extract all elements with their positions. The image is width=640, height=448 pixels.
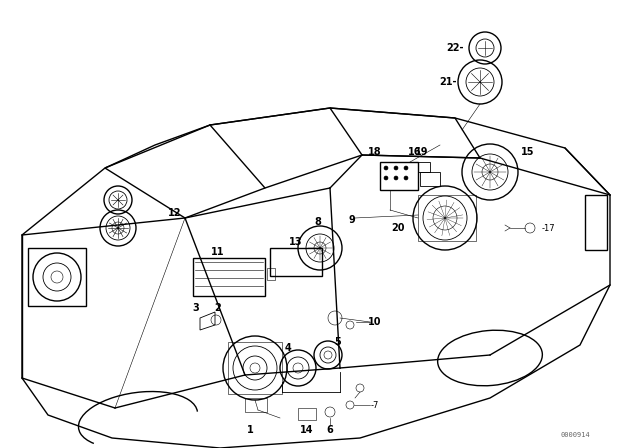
Circle shape	[384, 166, 388, 170]
Text: 20: 20	[391, 223, 404, 233]
Text: 0000914: 0000914	[560, 432, 590, 438]
Text: 3: 3	[193, 303, 200, 313]
Text: 1: 1	[246, 425, 253, 435]
Text: 15: 15	[521, 147, 535, 157]
Text: 2: 2	[214, 303, 221, 313]
Circle shape	[404, 166, 408, 170]
Bar	[380, 162, 418, 190]
Text: 6: 6	[326, 425, 333, 435]
Text: 21-: 21-	[439, 77, 457, 87]
Text: 8: 8	[315, 217, 321, 227]
Text: 18: 18	[368, 147, 382, 157]
Text: 11: 11	[211, 247, 225, 257]
Text: 4: 4	[285, 343, 291, 353]
Bar	[245, 398, 267, 412]
Bar	[193, 258, 265, 296]
Bar	[28, 248, 86, 306]
Bar	[418, 195, 476, 241]
Bar	[228, 342, 282, 394]
Text: 9: 9	[349, 215, 355, 225]
Text: 16: 16	[408, 147, 422, 157]
Bar	[420, 172, 440, 186]
Circle shape	[384, 176, 388, 180]
Circle shape	[404, 176, 408, 180]
Text: 19: 19	[415, 147, 429, 157]
Text: 13: 13	[289, 237, 303, 247]
Text: 22-: 22-	[446, 43, 464, 53]
Circle shape	[394, 166, 398, 170]
Bar	[418, 162, 430, 172]
Bar	[298, 408, 316, 420]
Bar	[585, 195, 607, 250]
Text: -7: -7	[371, 401, 379, 409]
Text: 5: 5	[335, 337, 341, 347]
Text: -17: -17	[541, 224, 555, 233]
Bar	[267, 268, 275, 280]
Circle shape	[394, 176, 398, 180]
Bar	[270, 248, 322, 276]
Text: 12: 12	[168, 208, 182, 218]
Text: 10: 10	[368, 317, 381, 327]
Text: 14: 14	[300, 425, 314, 435]
